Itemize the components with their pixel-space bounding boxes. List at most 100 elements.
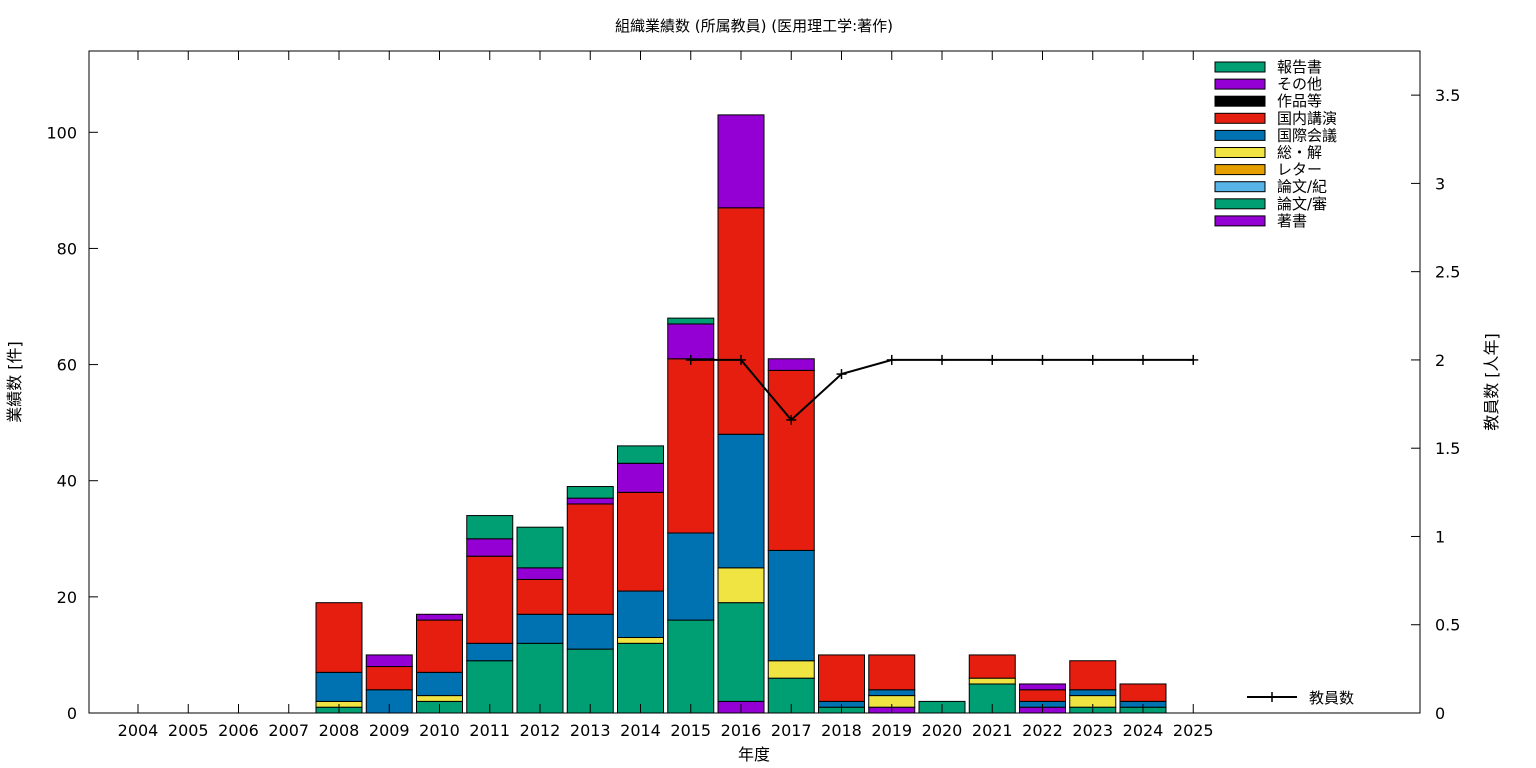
bar-segment xyxy=(617,491,664,592)
bar-segment xyxy=(717,567,765,604)
bar-segment xyxy=(516,567,564,580)
y2-tick-label: 1.5 xyxy=(1435,439,1460,458)
bar-segment xyxy=(767,660,815,679)
bar-segment xyxy=(466,642,514,662)
bar-segment xyxy=(566,486,614,499)
x-tick-label: 2007 xyxy=(268,721,309,740)
bar-segment xyxy=(1069,660,1117,691)
bar-segment xyxy=(667,619,715,714)
x-tick-label: 2006 xyxy=(218,721,259,740)
legend-swatch xyxy=(1214,198,1266,210)
bar-segment xyxy=(667,317,715,325)
x-tick-label: 2005 xyxy=(168,721,209,740)
bar-segment xyxy=(667,358,715,534)
legend-label: 論文/審 xyxy=(1277,195,1327,213)
y-axis-label: 業績数 [件] xyxy=(5,341,24,423)
legend-label: 作品等 xyxy=(1277,92,1322,110)
teacher-line xyxy=(690,358,1194,422)
legend-label: 総・解 xyxy=(1277,144,1322,162)
legend-label: 著書 xyxy=(1277,212,1307,230)
bar-segment xyxy=(1019,683,1066,691)
x-tick-label: 2017 xyxy=(771,721,812,740)
y-tick-label: 0 xyxy=(67,704,77,723)
legend-label: 報告書 xyxy=(1277,58,1322,76)
bar-segment xyxy=(767,549,815,662)
legend-label: 論文/紀 xyxy=(1277,178,1327,196)
legend-swatch xyxy=(1214,215,1266,227)
legend-swatch xyxy=(1214,95,1266,107)
x-tick-label: 2018 xyxy=(821,721,862,740)
bar-segment xyxy=(1019,689,1066,702)
y-axis: 0 20 40 60 80 100 xyxy=(46,123,98,723)
y2-tick-label: 2 xyxy=(1435,351,1445,370)
legend-swatch xyxy=(1214,181,1266,193)
chart-title: 組織業績数 (所属教員) (医用理工学:著作) xyxy=(615,17,893,35)
bar-segment xyxy=(365,654,413,668)
x-tick-label: 2025 xyxy=(1173,721,1214,740)
bar-segment xyxy=(667,532,715,621)
legend-swatch xyxy=(1214,129,1266,141)
bar-segment xyxy=(717,114,765,209)
y2-tick-label: 3.5 xyxy=(1435,86,1460,105)
x-tick-label: 2013 xyxy=(570,721,611,740)
x-tick-label: 2010 xyxy=(419,721,460,740)
y2-axis-label: 教員数 [人年] xyxy=(1482,333,1501,431)
bar-segment xyxy=(1119,683,1167,702)
bar-segment xyxy=(617,590,664,639)
bar-segment xyxy=(365,666,413,691)
bar-segment xyxy=(818,654,865,702)
bar-segment xyxy=(516,613,564,644)
x-tick-label: 2019 xyxy=(871,721,912,740)
line-legend: 教員数 xyxy=(1247,689,1354,707)
bar-segment xyxy=(416,619,463,673)
x-tick-label: 2016 xyxy=(721,721,762,740)
bar-segment xyxy=(968,677,1016,685)
bar-segment xyxy=(767,369,815,551)
bar-segment xyxy=(566,613,614,650)
bar-segment xyxy=(315,602,363,673)
bar-segment xyxy=(968,654,1016,679)
bar-segment xyxy=(717,602,765,702)
bar-segment xyxy=(617,637,664,644)
bar-segment xyxy=(566,503,614,615)
bar-segment xyxy=(617,445,664,464)
x-tick-label: 2011 xyxy=(469,721,510,740)
bar-segment xyxy=(466,555,514,644)
legend-swatch xyxy=(1214,164,1266,176)
bar-segment xyxy=(868,689,916,697)
legend-swatch xyxy=(1214,112,1266,124)
bar-segment xyxy=(516,642,564,714)
bar-segment xyxy=(416,613,463,621)
bar-segment xyxy=(566,497,614,505)
bar-segment xyxy=(516,526,564,569)
teacher-line-layer xyxy=(685,354,1199,425)
bar-segment xyxy=(315,671,363,702)
x-tick-label: 2020 xyxy=(922,721,963,740)
bar-segment xyxy=(416,671,463,697)
y2-axis: 0 0.5 1 1.5 2 2.5 3 3.5 xyxy=(1411,86,1460,723)
bar-segment xyxy=(767,358,815,371)
bar-segment xyxy=(466,515,514,540)
x-tick-label: 2024 xyxy=(1123,721,1164,740)
bar-segment xyxy=(868,654,916,691)
y-tick-label: 100 xyxy=(46,123,77,142)
bar-segment xyxy=(466,538,514,557)
bar-segment xyxy=(617,462,664,493)
legend-label: レター xyxy=(1277,161,1322,179)
line-legend-label: 教員数 xyxy=(1309,689,1354,707)
y-tick-label: 20 xyxy=(57,588,77,607)
legend-swatch xyxy=(1214,78,1266,90)
bar-segment xyxy=(1069,689,1117,697)
legend-swatch xyxy=(1214,61,1266,73)
y2-tick-label: 3 xyxy=(1435,174,1445,193)
bar-segment xyxy=(717,433,765,569)
legend-label: 国際会議 xyxy=(1277,126,1337,144)
y2-tick-label: 1 xyxy=(1435,527,1445,546)
y-tick-label: 60 xyxy=(57,356,77,375)
bar-segment xyxy=(667,323,715,360)
y2-tick-label: 0.5 xyxy=(1435,616,1460,635)
x-tick-label: 2021 xyxy=(972,721,1013,740)
legend-swatch xyxy=(1214,147,1266,158)
x-tick-label: 2023 xyxy=(1072,721,1113,740)
